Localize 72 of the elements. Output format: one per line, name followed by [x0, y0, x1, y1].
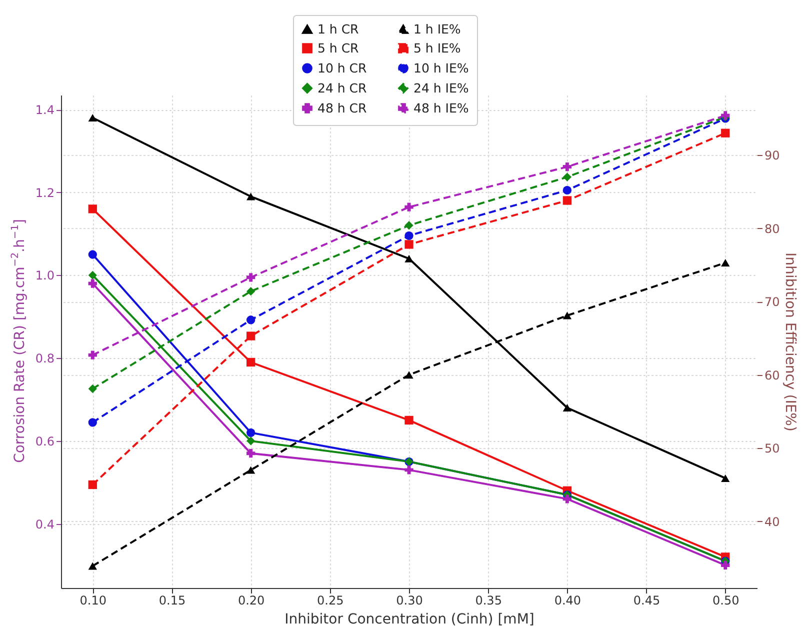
point: [721, 560, 730, 570]
point: [562, 312, 572, 320]
legend-label: 10 h CR: [318, 60, 368, 76]
point: [88, 279, 97, 288]
y2-tick-label: 80: [764, 222, 780, 236]
point: [88, 114, 97, 122]
x-tick-label: 0.50: [712, 594, 740, 608]
legend-label: 48 h CR: [318, 100, 368, 116]
x-tick-label: 0.45: [633, 594, 660, 608]
point: [246, 436, 256, 446]
x-tick-label: 0.30: [396, 594, 423, 608]
x-axis-title: Inhibitor Concentration (Cinh) [mM]: [284, 612, 534, 626]
x-tick-label: 0.35: [475, 594, 502, 608]
point: [88, 418, 97, 427]
y2-tick-label: 40: [764, 514, 780, 529]
y2-tick-label: 60: [764, 368, 780, 382]
y2-tick-label: 70: [764, 295, 780, 310]
point: [562, 162, 572, 172]
point: [246, 332, 256, 340]
point: [246, 428, 256, 437]
y-tick-label: 0.6: [35, 434, 54, 448]
legend-label: 48 h IE%: [414, 100, 469, 116]
legend-label: 24 h CR: [318, 80, 368, 96]
point: [404, 240, 414, 249]
point: [404, 371, 414, 379]
point: [246, 358, 256, 367]
y-tick-label: 1.2: [35, 186, 54, 200]
point: [721, 128, 730, 138]
point: [562, 172, 572, 182]
legend-label: 1 h IE%: [414, 21, 461, 36]
x-tick-label: 0.25: [317, 594, 344, 608]
y2-axis-title: Inhibition Efficiency (IE%): [782, 252, 798, 432]
legend-label: 5 h CR: [318, 40, 360, 56]
point: [88, 480, 97, 490]
point: [246, 466, 256, 474]
x-tick-label: 0.40: [554, 594, 582, 608]
point: [562, 494, 572, 504]
point: [404, 221, 414, 230]
x-tick-label: 0.10: [80, 594, 106, 608]
point: [88, 384, 97, 394]
point: [246, 449, 256, 458]
y-tick-label: 0.4: [35, 517, 54, 532]
legend-label: 1 h CR: [318, 21, 360, 36]
point: [246, 273, 256, 282]
point: [88, 270, 97, 280]
point: [88, 250, 97, 259]
point: [562, 196, 572, 205]
point: [246, 316, 256, 324]
y-tick-label: 0.8: [35, 352, 54, 366]
point: [562, 186, 572, 195]
point: [246, 286, 256, 296]
point: [721, 474, 730, 482]
legend-label: 24 h IE%: [414, 80, 469, 96]
point: [88, 350, 97, 360]
point: [404, 254, 414, 262]
legend-label: 5 h IE%: [414, 40, 461, 56]
point: [721, 259, 730, 266]
point: [404, 466, 414, 474]
point: [88, 562, 97, 570]
y-tick-label: 1.4: [35, 103, 54, 117]
y2-tick-label: 90: [764, 148, 780, 163]
y-tick-label: 1.0: [35, 268, 54, 283]
y2-tick-label: 50: [764, 442, 780, 456]
legend-label: 10 h IE%: [414, 60, 469, 76]
point: [246, 192, 256, 200]
point: [404, 202, 414, 212]
point: [404, 416, 414, 425]
point: [562, 404, 572, 412]
x-tick-label: 0.15: [158, 594, 186, 608]
point: [88, 204, 97, 214]
x-tick-label: 0.20: [238, 594, 265, 608]
point: [404, 231, 414, 240]
